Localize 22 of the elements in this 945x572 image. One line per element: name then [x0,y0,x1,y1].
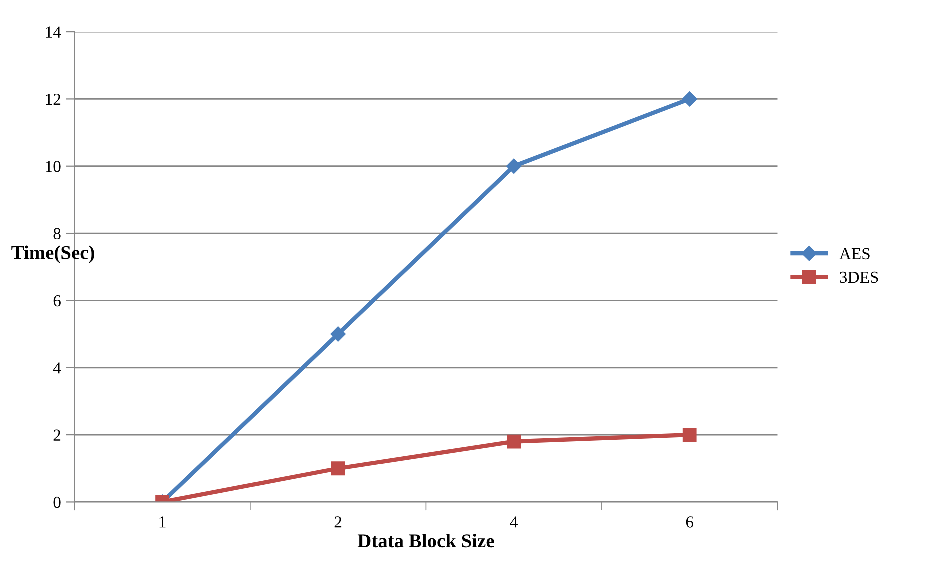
point [682,428,697,442]
point [507,434,522,449]
y-tick-label: 8 [54,228,61,240]
point [682,92,698,107]
y-tick-label: 2 [54,430,61,441]
x-tick-label: 6 [686,516,694,528]
point [506,158,522,174]
legend-label: 3DES [840,272,878,284]
y-tick-label: 4 [53,362,62,374]
y-axis-title: Time(Sec) [12,246,94,264]
legend-label: AES [840,248,870,260]
point [331,462,346,476]
y-tick-label: 0 [54,496,61,508]
x-tick-label: 1 [160,516,166,528]
y-tick-label: 6 [54,295,61,307]
y-tick-label: 12 [46,94,61,105]
x-tick-label: 4 [510,516,518,528]
x-tick-label: 2 [334,516,342,528]
x-axis-title: Dtata Block Size [358,534,494,548]
y-tick-label: 10 [46,161,61,172]
point [330,326,346,342]
y-tick-label: 14 [46,26,62,38]
